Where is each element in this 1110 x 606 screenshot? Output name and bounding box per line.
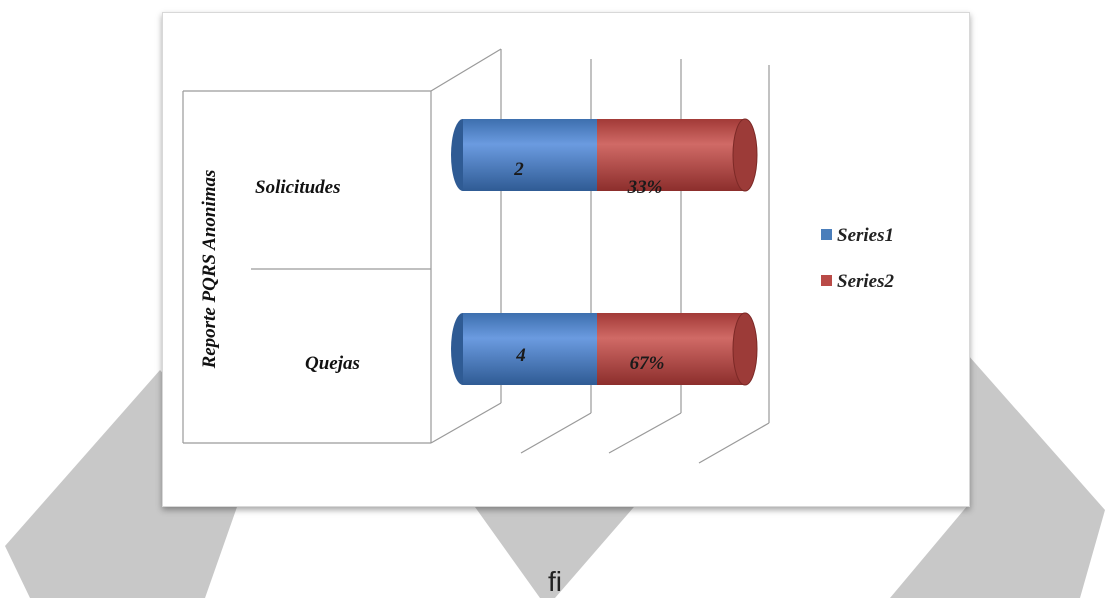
gridline: [698, 422, 770, 464]
data-label-series2-solicitudes: 33%: [627, 177, 663, 198]
axis-title: Reporte PQRS Anonimas: [199, 170, 220, 370]
gridline: [608, 412, 682, 454]
bar-solicitudes: 2 33%: [451, 118, 758, 198]
legend-label-series2: Series2: [837, 271, 895, 292]
data-label-series2-quejas: 67%: [630, 353, 665, 374]
chart-card: Reporte PQRS Anonimas Solicitudes Quejas…: [162, 12, 970, 507]
data-label-series1-solicitudes: 2: [513, 159, 524, 180]
bg-diamond-center: [470, 500, 640, 598]
bar-series1-quejas: [451, 313, 597, 385]
data-label-series1-quejas: 4: [515, 345, 526, 366]
bar-quejas: 4 67%: [451, 312, 758, 386]
bar-series2-solicitudes: [597, 118, 758, 192]
bg-diamond-right: [890, 355, 1105, 598]
plot-wall-base: [430, 402, 502, 444]
legend: Series1 Series2: [821, 225, 895, 292]
chart: Reporte PQRS Anonimas Solicitudes Quejas…: [182, 48, 895, 464]
legend-label-series1: Series1: [837, 225, 894, 246]
plot-wall-back-top: [430, 48, 502, 92]
legend-swatch-series1: [821, 229, 832, 240]
bar-series2-quejas: [597, 312, 758, 386]
category-label-quejas: Quejas: [305, 353, 360, 374]
chart-frame: [182, 48, 502, 444]
category-label-solicitudes: Solicitudes: [255, 177, 341, 198]
bar-series1-solicitudes: [451, 119, 597, 191]
gridline: [520, 412, 592, 454]
legend-swatch-series2: [821, 275, 832, 286]
caption-text: fi: [548, 566, 562, 597]
